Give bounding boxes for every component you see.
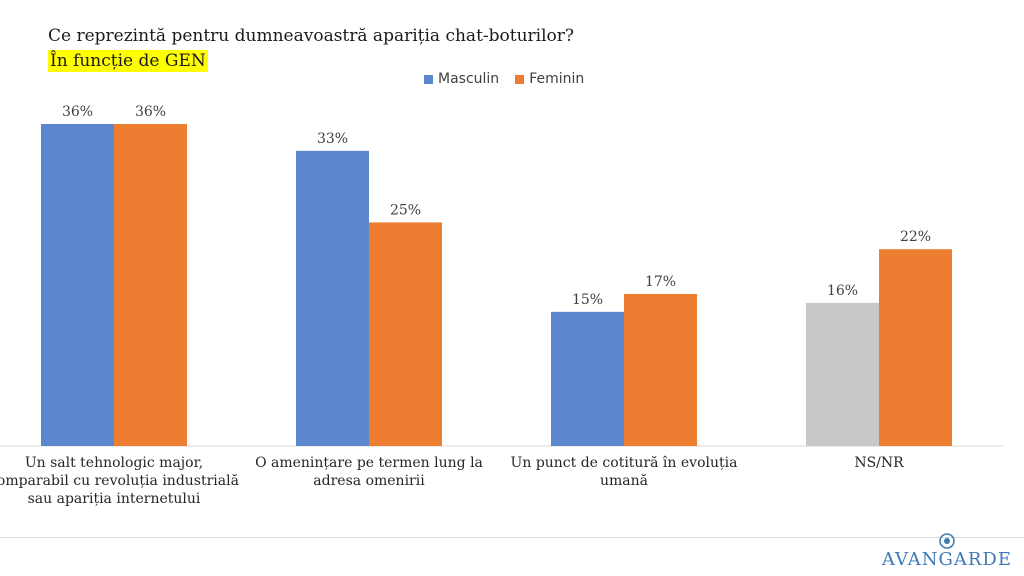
bar-masculin-3 bbox=[806, 302, 879, 446]
bar-masculin-1 bbox=[296, 150, 369, 447]
bar-feminin-0 bbox=[114, 124, 187, 446]
data-label-masculin-3: 16% bbox=[827, 283, 858, 299]
legend-item-masculin: Masculin bbox=[424, 71, 499, 87]
category-label-punct-cotitura: Un punct de cotitură în evoluția umană bbox=[510, 455, 738, 489]
logo-icon bbox=[939, 533, 955, 549]
data-label-feminin-1: 25% bbox=[390, 202, 421, 218]
category-label-salt-tehnologic: Un salt tehnologic major, comparabil cu … bbox=[0, 455, 239, 507]
data-label-feminin-2: 17% bbox=[645, 274, 676, 290]
legend-swatch-feminin bbox=[515, 74, 525, 84]
footer-divider bbox=[0, 537, 1024, 538]
legend-label-masculin: Masculin bbox=[438, 71, 500, 87]
bar-feminin-3 bbox=[879, 249, 952, 446]
legend: Masculin Feminin bbox=[424, 71, 584, 87]
legend-label-feminin: Feminin bbox=[529, 71, 585, 87]
legend-item-feminin: Feminin bbox=[515, 71, 584, 87]
data-label-masculin-1: 33% bbox=[317, 131, 348, 147]
bar-feminin-1 bbox=[369, 222, 442, 446]
chart-subtitle: În funcție de GEN bbox=[48, 50, 208, 72]
data-label-masculin-2: 15% bbox=[572, 292, 603, 308]
category-label-amenintare: O amenințare pe termen lung la adresa om… bbox=[255, 455, 483, 489]
category-label-ns-nr: NS/NR bbox=[854, 455, 904, 471]
bar-masculin-2 bbox=[551, 311, 624, 446]
chart-title: Ce reprezintă pentru dumneavoastră apari… bbox=[48, 26, 575, 46]
data-label-feminin-3: 22% bbox=[900, 229, 931, 245]
data-label-masculin-0: 36% bbox=[62, 104, 93, 120]
data-label-feminin-0: 36% bbox=[135, 104, 166, 120]
legend-swatch-masculin bbox=[424, 74, 433, 84]
bar-masculin-0 bbox=[41, 124, 114, 446]
bar-feminin-2 bbox=[624, 293, 697, 446]
avangarde-logo: AVANGARDE bbox=[882, 533, 1012, 570]
logo-text: AVANGARDE bbox=[881, 549, 1012, 570]
